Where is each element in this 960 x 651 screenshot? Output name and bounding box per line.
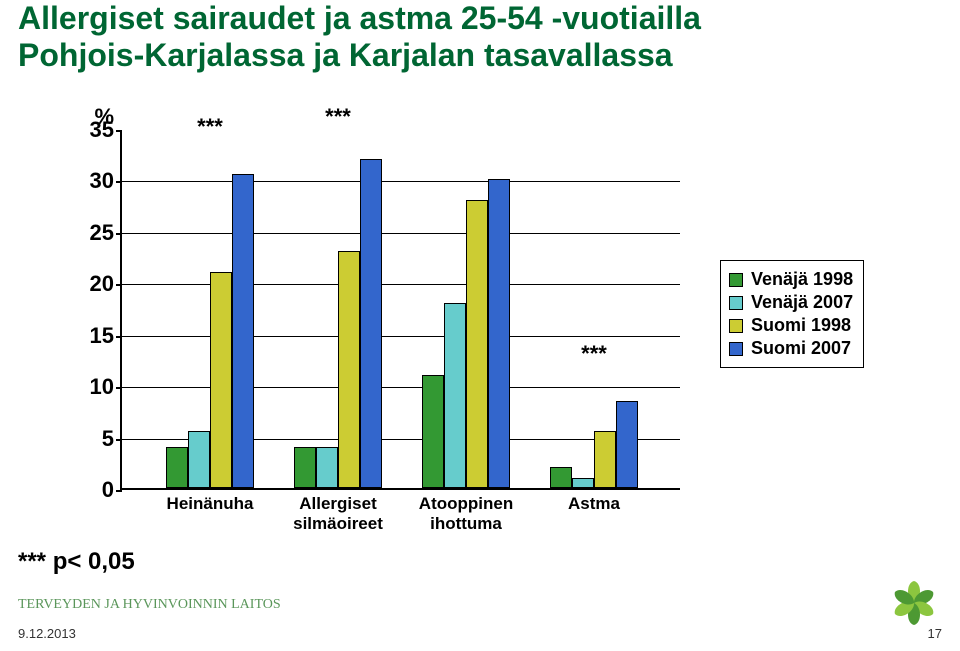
legend-label: Venäjä 1998 [751,269,853,290]
significance-mark: *** [197,114,223,140]
bar [550,467,572,488]
y-tick-label: 0 [102,477,114,503]
y-tick-mark [116,181,122,183]
bar [594,431,616,488]
y-tick-mark [116,439,122,441]
bar [166,447,188,488]
bar [210,272,232,488]
x-category-label: Atooppinenihottuma [419,494,513,534]
legend-row: Venäjä 1998 [729,269,853,290]
title-line1: Allergiset sairaudet ja astma 25-54 -vuo… [18,0,701,36]
x-category-label: Astma [568,494,620,514]
legend: Venäjä 1998Venäjä 2007Suomi 1998Suomi 20… [720,260,864,368]
page-number: 17 [928,626,942,641]
y-tick-label: 10 [90,374,114,400]
bar [360,159,382,488]
bar [294,447,316,488]
legend-label: Suomi 2007 [751,338,851,359]
y-tick-label: 15 [90,323,114,349]
y-tick-mark [116,284,122,286]
gridline [122,336,680,337]
y-tick-mark [116,490,122,492]
bar [188,431,210,488]
significance-mark: *** [325,104,351,130]
bar [316,447,338,488]
legend-swatch [729,319,743,333]
legend-swatch [729,296,743,310]
bar [338,251,360,488]
slide: Allergiset sairaudet ja astma 25-54 -vuo… [0,0,960,651]
footnote: *** p< 0,05 [18,548,135,576]
org-text: TERVEYDEN JA HYVINVOINNIN LAITOS [18,597,281,613]
bar [616,401,638,488]
plot-area: %05101520253035HeinänuhaAllergisetsilmäo… [120,130,680,490]
bar [488,179,510,488]
gridline [122,233,680,234]
y-tick-label: 30 [90,168,114,194]
legend-row: Venäjä 2007 [729,292,853,313]
gridline [122,284,680,285]
bar [422,375,444,488]
significance-mark: *** [581,341,607,367]
legend-swatch [729,342,743,356]
gridline [122,387,680,388]
y-tick-label: 35 [90,117,114,143]
x-category-label: Allergisetsilmäoireet [293,494,383,534]
y-tick-label: 20 [90,271,114,297]
chart: %05101520253035HeinänuhaAllergisetsilmäo… [80,120,700,520]
x-category-label: Heinänuha [167,494,254,514]
legend-row: Suomi 1998 [729,315,853,336]
bar [232,174,254,488]
title-line2: Pohjois-Karjalassa ja Karjalan tasavalla… [18,37,673,73]
y-tick-label: 5 [102,426,114,452]
bar [572,478,594,488]
y-tick-mark [116,336,122,338]
y-tick-mark [116,130,122,132]
legend-label: Suomi 1998 [751,315,851,336]
gridline [122,181,680,182]
legend-label: Venäjä 2007 [751,292,853,313]
y-tick-mark [116,387,122,389]
bar [444,303,466,488]
slide-date: 9.12.2013 [18,626,76,641]
legend-row: Suomi 2007 [729,338,853,359]
slide-title: Allergiset sairaudet ja astma 25-54 -vuo… [18,0,940,74]
y-tick-label: 25 [90,220,114,246]
leaf-logo-icon [886,573,942,629]
y-tick-mark [116,233,122,235]
bar [466,200,488,488]
legend-swatch [729,273,743,287]
